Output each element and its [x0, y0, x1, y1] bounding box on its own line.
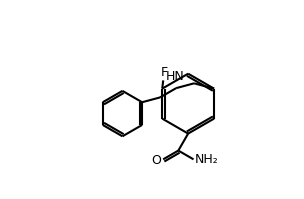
- Text: O: O: [151, 154, 161, 167]
- Text: NH₂: NH₂: [195, 153, 219, 166]
- Text: HN: HN: [166, 70, 185, 83]
- Text: F: F: [161, 66, 168, 79]
